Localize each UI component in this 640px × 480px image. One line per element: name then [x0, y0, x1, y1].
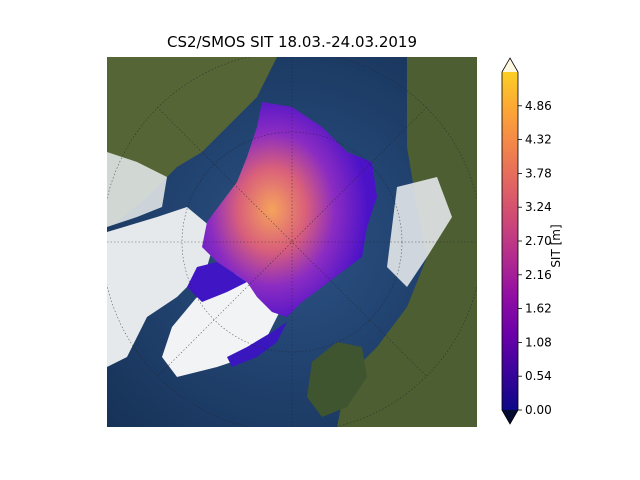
colorbar-gradient	[502, 72, 518, 410]
colorbar-tick-label: 4.86	[525, 99, 552, 113]
colorbar-tick-label: 1.62	[525, 302, 552, 316]
colorbar-extend-max	[502, 58, 518, 72]
siberia-snow	[387, 177, 452, 287]
colorbar-label: SIT [m]	[549, 224, 563, 268]
colorbar-tick-label: 2.16	[525, 268, 552, 282]
colorbar-tick-label: 3.78	[525, 166, 552, 180]
colorbar-tick-label: 3.24	[525, 200, 552, 214]
sea-ice-map	[107, 57, 477, 427]
northwest-land-snow	[107, 152, 167, 227]
sea-ice-area	[202, 102, 377, 317]
map-title: CS2/SMOS SIT 18.03.-24.03.2019	[166, 33, 418, 51]
colorbar-tick-label: 0.00	[525, 403, 552, 417]
graticule	[107, 57, 477, 427]
sea-ice-baffin	[227, 322, 287, 367]
colorbar: 0.00 0.54 1.08 1.62 2.16 2.70 3.24 3.78 4.32 4.86	[501, 57, 552, 425]
sea-ice-margin	[187, 262, 247, 302]
canadian-archipelago	[107, 207, 217, 367]
scandinavia-land	[307, 342, 367, 417]
eurasia-land	[337, 57, 477, 427]
colorbar-extend-min	[502, 410, 518, 424]
colorbar-tick-label: 1.08	[525, 335, 552, 349]
colorbar-tick-label: 2.70	[525, 234, 552, 248]
colorbar-tick-label: 0.54	[525, 369, 552, 383]
colorbar-tick-label: 4.32	[525, 133, 552, 147]
